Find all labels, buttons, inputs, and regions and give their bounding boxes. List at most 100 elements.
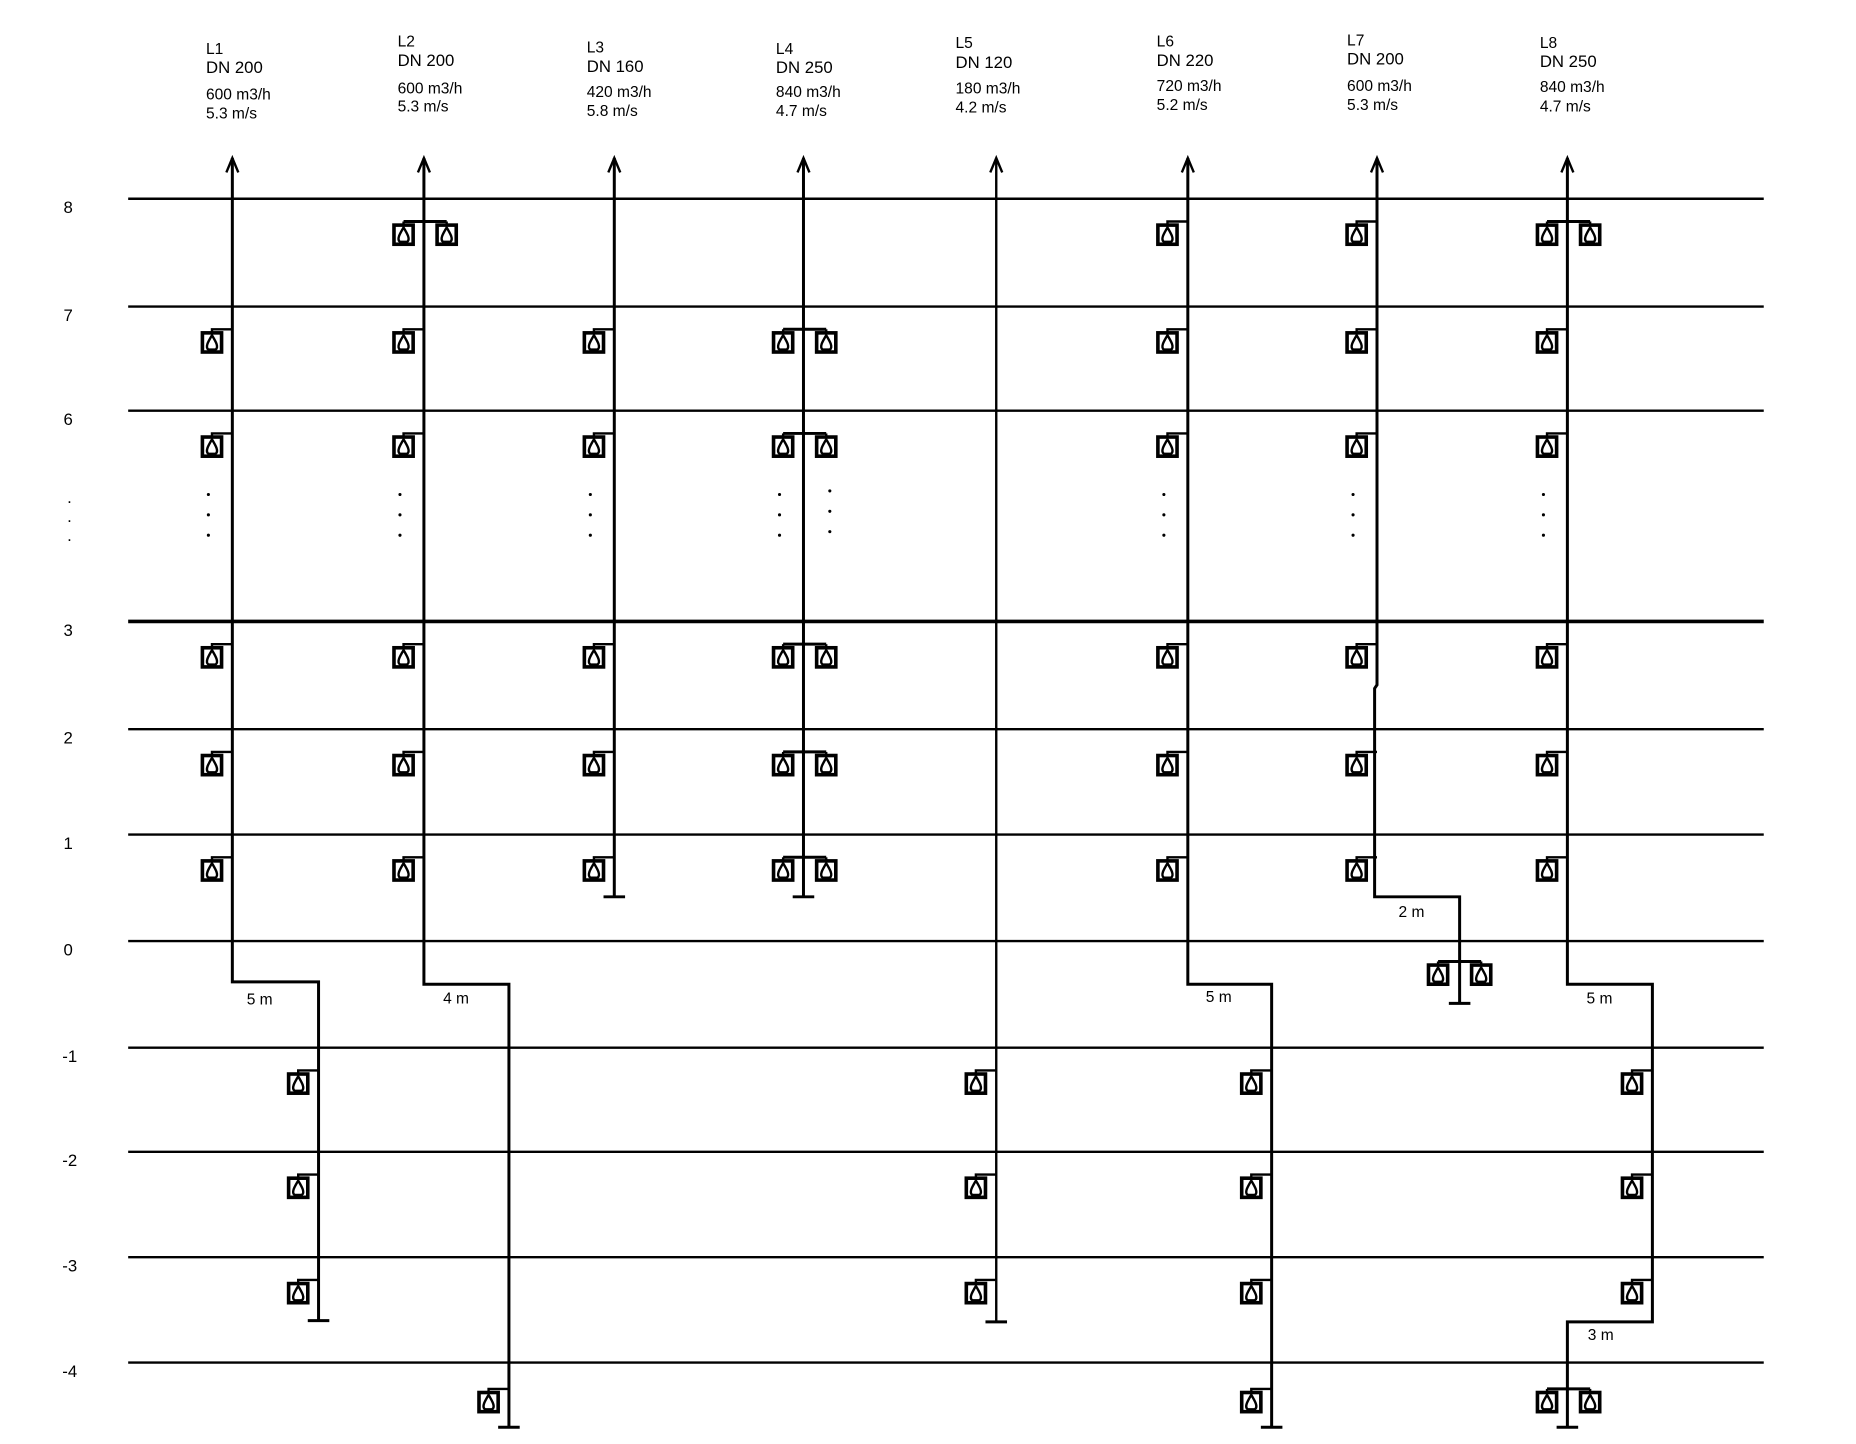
sink-frame — [964, 1072, 988, 1095]
drop-shape — [969, 1283, 983, 1302]
drop-shape — [1245, 1178, 1258, 1197]
riser-flow-rate: 720 m3/h — [1157, 78, 1222, 95]
sink-icon — [435, 223, 459, 247]
sink-icon — [1345, 331, 1369, 354]
sink-frame — [200, 435, 224, 458]
riser-velocity: 4.2 m/s — [956, 100, 1007, 117]
sink-frame — [1620, 1281, 1644, 1305]
drop-shape — [482, 1392, 495, 1411]
drop-shape — [205, 860, 219, 879]
sink-frame — [200, 645, 224, 669]
drop-shape — [587, 647, 601, 666]
sink-frame — [1345, 331, 1369, 354]
riser-name: L3 — [587, 40, 604, 57]
sink-icon — [200, 435, 224, 458]
riser-diameter: DN 120 — [956, 53, 1013, 72]
sink-icon — [1578, 1390, 1602, 1414]
sink-frame — [1345, 645, 1369, 669]
sink-frame — [1156, 753, 1179, 777]
riser-name: L6 — [1157, 34, 1174, 51]
drop-shape — [205, 332, 219, 351]
sink-icon — [1345, 753, 1369, 777]
drop-shape — [1474, 965, 1488, 984]
riser-diameter: DN 160 — [587, 57, 644, 76]
floor-label: -4 — [62, 1362, 77, 1381]
continuation-dot — [1541, 492, 1545, 497]
riser-pipe — [1186, 158, 1274, 1428]
sink-frame — [1239, 1176, 1263, 1200]
sink-icon — [1620, 1281, 1644, 1305]
riser-diameter: DN 200 — [206, 58, 263, 77]
riser-velocity: 5.3 m/s — [206, 106, 257, 123]
drop-shape — [397, 755, 410, 774]
drop-shape — [1161, 860, 1174, 879]
drop-shape — [1350, 647, 1363, 666]
sink-frame — [1535, 331, 1559, 354]
drop-shape — [291, 1074, 305, 1092]
sink-icon — [1239, 1176, 1263, 1200]
sink-frame — [771, 435, 795, 458]
floor-label: 8 — [64, 198, 73, 217]
drop-shape — [1540, 755, 1554, 774]
sink-frame — [1535, 753, 1559, 777]
continuation-dot — [398, 513, 402, 517]
sink-frame — [1345, 223, 1369, 247]
floor-ellipsis: . — [67, 526, 72, 545]
sink-frame — [392, 859, 415, 882]
sink-icon — [1156, 753, 1179, 777]
drop-shape — [397, 332, 410, 351]
sink-icon — [814, 645, 838, 669]
riser-name: L7 — [1347, 32, 1364, 49]
floor-label: 2 — [64, 729, 73, 748]
riser-name: L1 — [206, 41, 223, 58]
sink-icon — [771, 331, 795, 354]
sink-icon — [392, 645, 415, 669]
sink-frame — [1535, 859, 1559, 882]
sink-icon — [1345, 859, 1369, 882]
sink-frame — [1156, 859, 1179, 882]
riser-flow-rate: 420 m3/h — [587, 84, 652, 101]
sink-frame — [964, 1176, 988, 1200]
drop-shape — [1540, 647, 1554, 666]
sink-icon — [1345, 645, 1369, 669]
continuation-dot — [1351, 492, 1355, 497]
sink-icon — [1239, 1281, 1263, 1305]
drop-shape — [1583, 225, 1597, 244]
sink-icon — [582, 435, 606, 458]
drop-shape — [969, 1178, 983, 1197]
sink-frame — [392, 223, 415, 247]
sink-icon — [1156, 223, 1179, 247]
sink-icon — [392, 753, 415, 777]
sink-frame — [200, 859, 224, 882]
sink-icon — [1239, 1072, 1263, 1095]
sink-frame — [771, 331, 795, 354]
floor-label: 7 — [64, 306, 73, 325]
continuation-dot — [777, 492, 782, 497]
drop-shape — [1625, 1074, 1639, 1092]
drop-shape — [819, 332, 833, 351]
offset-label: 5 m — [1587, 990, 1613, 1007]
sink-icon — [964, 1072, 988, 1095]
sink-frame — [582, 435, 606, 458]
sink-icon — [1156, 645, 1179, 669]
drop-shape — [819, 755, 833, 774]
riser-flow-rate: 180 m3/h — [956, 80, 1021, 97]
sink-icon — [1535, 331, 1559, 354]
sink-frame — [1239, 1072, 1263, 1095]
offset-label: 5 m — [247, 992, 273, 1009]
sink-icon — [200, 331, 224, 354]
drop-shape — [1431, 965, 1445, 984]
riser-flow-rate: 600 m3/h — [1347, 78, 1412, 95]
drop-shape — [1161, 647, 1174, 666]
drop-shape — [1540, 332, 1554, 351]
sink-frame — [814, 753, 838, 777]
sink-frame — [1578, 223, 1602, 247]
